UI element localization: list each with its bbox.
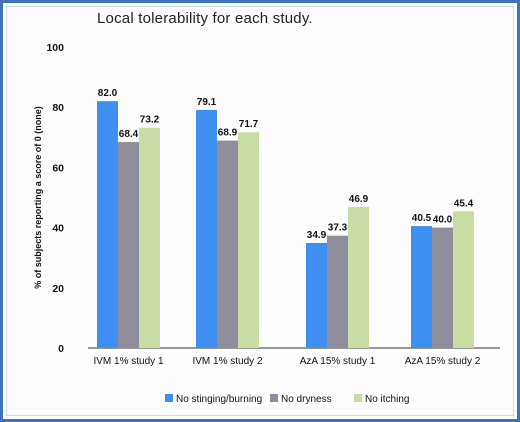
bar (217, 140, 238, 348)
legend: No stinging/burning No dryness No itching (165, 394, 409, 405)
y-tick-label: 20 (52, 283, 64, 295)
bar (238, 132, 259, 348)
y-tick-label: 100 (46, 42, 64, 54)
data-label: 82.0 (98, 88, 118, 99)
data-label: 45.4 (454, 198, 474, 209)
data-label: 34.9 (307, 230, 327, 241)
y-tick-label: 60 (52, 162, 64, 174)
chart-frame-inner (6, 6, 514, 416)
data-labels: 82.0 68.473.2 79.1 68.971.7 34.937.3 46.9 40.5… (98, 88, 474, 241)
legend-label: No stinging/burning (176, 394, 262, 405)
data-label: 73.2 (140, 115, 160, 126)
bar (411, 226, 432, 348)
data-label: 68.4 (119, 129, 139, 140)
bar (453, 211, 474, 348)
x-tick-label: AzA 15% study 1 (300, 356, 376, 367)
x-tick-label: IVM 1% study 2 (192, 356, 262, 367)
bar (348, 206, 369, 348)
x-tick-label: IVM 1% study 1 (93, 356, 163, 367)
bar (118, 142, 139, 348)
data-label: 37.3 (328, 223, 348, 234)
data-label: 40.5 (412, 213, 432, 224)
legend-label: No itching (365, 394, 409, 405)
bar (139, 127, 160, 348)
bars (97, 101, 474, 349)
legend-swatch (354, 394, 362, 402)
data-label: 68.9 (218, 128, 238, 139)
legend-label: No dryness (281, 394, 332, 405)
legend-swatch (165, 394, 173, 402)
x-tick-label: AzA 15% study 2 (405, 356, 481, 367)
bar (196, 109, 217, 348)
bar (97, 101, 118, 349)
bar (306, 242, 327, 348)
y-tick-label: 0 (58, 343, 64, 355)
legend-swatch (270, 394, 278, 402)
bar (327, 235, 348, 348)
axes: 0 20 40 60 80 100 % of subjects reporting a sc… (33, 42, 500, 367)
y-axis-label: % of subjects reporting a score of 0 (no… (33, 106, 43, 289)
chart-title: Local tolerability for each study. (97, 10, 313, 27)
data-label: 40.0 (433, 215, 453, 226)
data-label: 79.1 (197, 97, 217, 108)
data-label: 71.7 (239, 119, 259, 130)
y-tick-label: 80 (52, 102, 64, 114)
data-label: 46.9 (349, 194, 369, 205)
y-tick-label: 40 (52, 223, 64, 235)
bar (432, 227, 453, 348)
